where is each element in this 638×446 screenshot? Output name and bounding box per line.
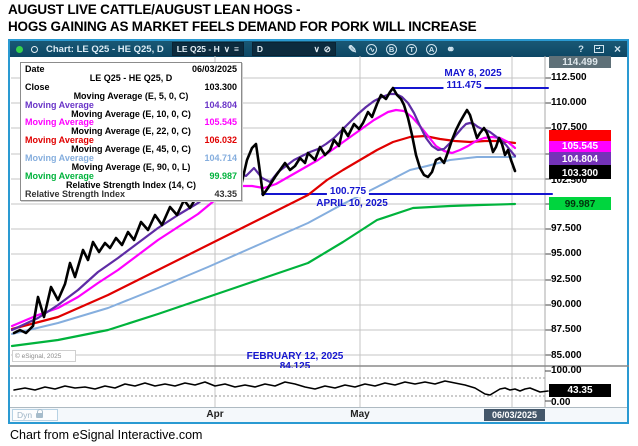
interval-dropdown-value: D bbox=[256, 44, 264, 54]
lock-icon bbox=[36, 409, 44, 418]
headline-line1: AUGUST LIVE CATTLE/AUGUST LEAN HOGS - bbox=[8, 2, 301, 17]
time-axis-strip: Dyn Apr May 06/03/2025 bbox=[10, 407, 627, 422]
close-icon[interactable]: × bbox=[613, 42, 621, 56]
chevron-down-icon: ∨ bbox=[223, 43, 230, 54]
rsi-axis-bottom: 0.00 bbox=[551, 397, 571, 408]
draw-pencil-icon[interactable]: ✎ bbox=[347, 43, 358, 56]
bar-type-icon[interactable]: B bbox=[386, 43, 398, 55]
window-title: Chart: LE Q25 - HE Q25, D bbox=[46, 43, 164, 55]
interval-dropdown[interactable]: D ∨ ⊘ bbox=[251, 42, 336, 56]
annotation-feb-value: 84.125 bbox=[280, 361, 311, 368]
wave-tool-icon[interactable]: ∿ bbox=[366, 43, 378, 55]
text-tool-icon[interactable]: T bbox=[406, 43, 418, 55]
annotation-apr-value: 100.775 bbox=[326, 186, 370, 197]
legend-rows: Date 06/03/2025 LE Q25 - HE Q25, D Close 103… bbox=[25, 65, 237, 199]
menu-icon: ≡ bbox=[233, 44, 239, 54]
annotation-feb-value-text: 84.125 bbox=[279, 361, 311, 368]
help-icon[interactable]: ? bbox=[578, 43, 584, 55]
dyn-tab[interactable]: Dyn bbox=[12, 409, 58, 421]
legend-row: Date 06/03/2025 bbox=[25, 64, 237, 74]
legend-row: Relative Strength Index 43.35 bbox=[25, 188, 237, 199]
caption: Chart from eSignal Interactive.com bbox=[10, 428, 203, 442]
rsi-axis-top: 100.00 bbox=[551, 365, 582, 376]
symbol-dropdown[interactable]: LE Q25 - H ∨ ≡ bbox=[171, 42, 244, 56]
legend-panel: Date 06/03/2025 LE Q25 - HE Q25, D Close 103… bbox=[20, 62, 242, 201]
current-date-badge: 06/03/2025 bbox=[484, 409, 545, 421]
headline: AUGUST LIVE CATTLE/AUGUST LEAN HOGS - HO… bbox=[8, 1, 477, 35]
titlebar: Chart: LE Q25 - HE Q25, D LE Q25 - H ∨ ≡… bbox=[10, 41, 627, 57]
annotation-feb-date: FEBRUARY 12, 2025 bbox=[246, 351, 344, 362]
status-dot-green-icon bbox=[16, 45, 23, 53]
headline-line2: HOGS GAINING AS MARKET FEELS DEMAND FOR … bbox=[8, 19, 477, 34]
axis-label-apr: Apr bbox=[206, 409, 224, 420]
status-ring-icon bbox=[31, 45, 38, 53]
annotation-may-value: 111.475 bbox=[443, 80, 485, 91]
annotation-apr-date: APRIL 10, 2025 bbox=[316, 198, 388, 209]
link-icon[interactable]: ⚭ bbox=[446, 43, 456, 56]
time-icon: ⊘ bbox=[323, 43, 331, 54]
axis-label-may: May bbox=[350, 409, 370, 420]
layout-icon[interactable] bbox=[593, 45, 604, 53]
symbol-dropdown-value: LE Q25 - H bbox=[176, 44, 220, 54]
rsi-value-badge: 43.35 bbox=[549, 384, 611, 397]
copyright-note: © eSignal, 2025 bbox=[12, 350, 76, 362]
annotation-tool-icon[interactable]: A bbox=[426, 43, 438, 55]
annotation-may-date: MAY 8, 2025 bbox=[444, 68, 502, 79]
dyn-label: Dyn bbox=[17, 410, 33, 420]
chevron-down-icon: ∨ bbox=[313, 43, 320, 54]
